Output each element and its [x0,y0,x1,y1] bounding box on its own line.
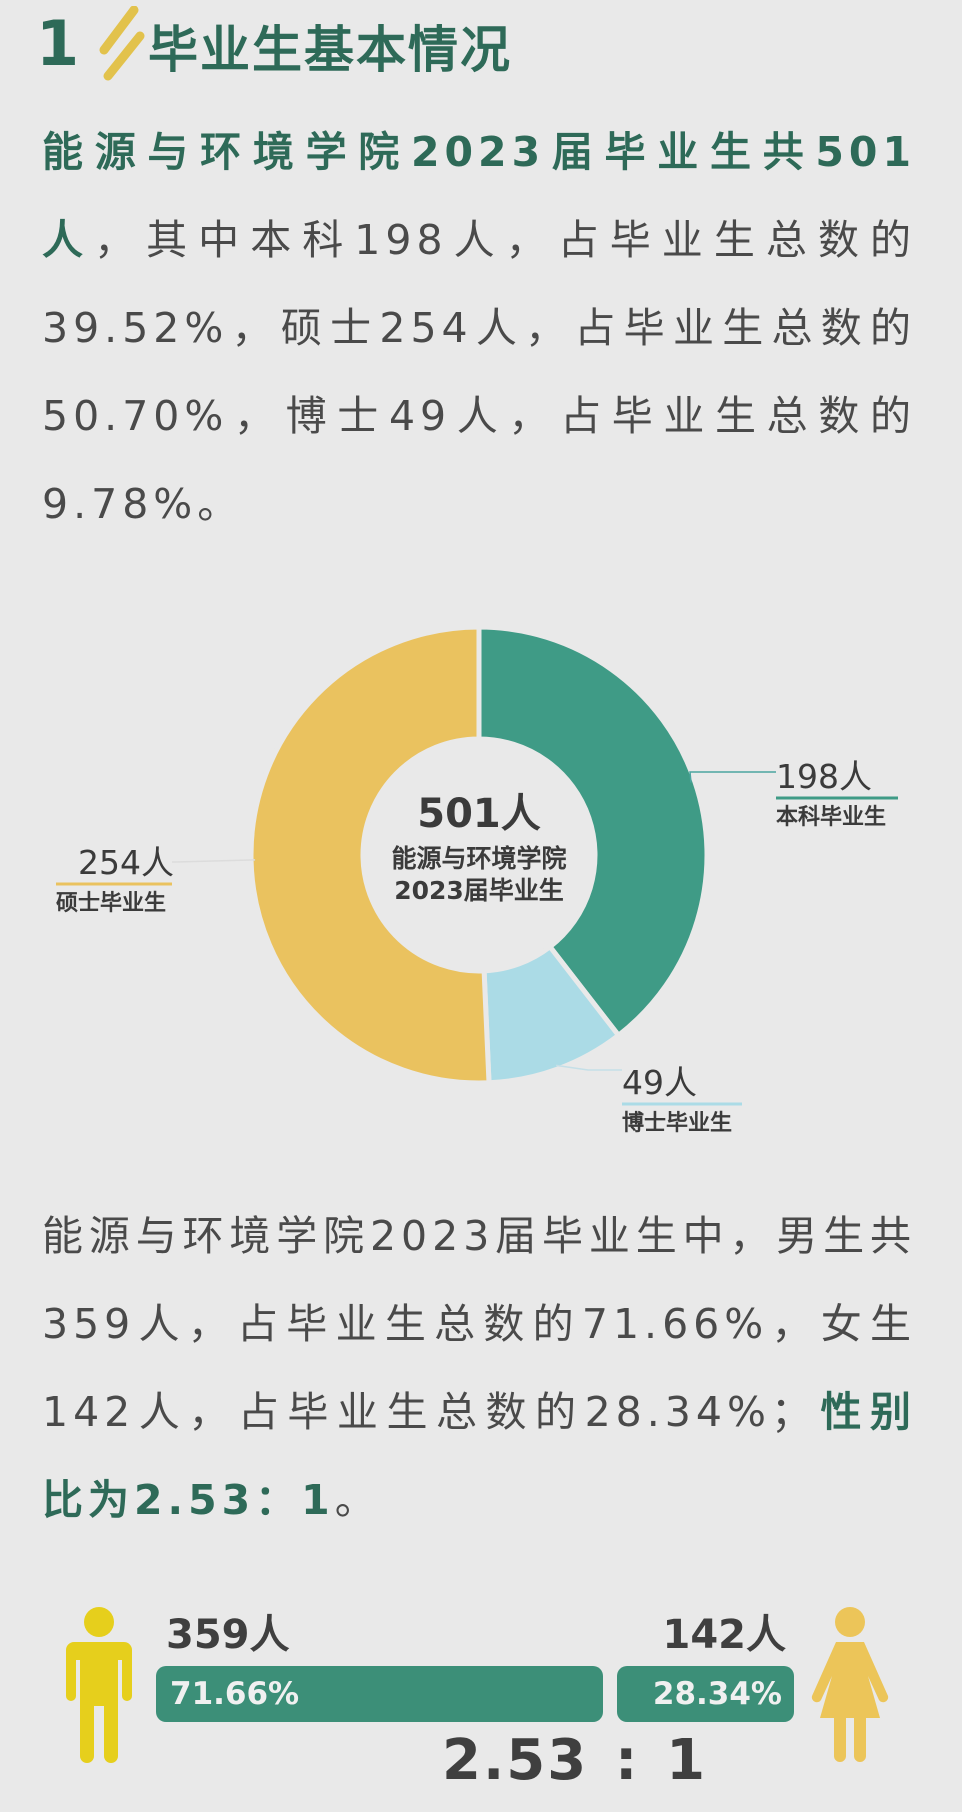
gender-paragraph: 能源与环境学院2023届毕业生中，男生共359人，占毕业生总数的71.66%，女… [42,1192,916,1544]
male-count: 359人 [166,1612,290,1658]
category-label-undergrad: 本科毕业生 [776,805,886,830]
double-slash-icon [99,6,145,81]
value-label-master: 254人 [78,843,174,882]
summary-paragraph: 能源与环境学院2023届毕业生共501人，其中本科198人，占毕业生总数的39.… [42,108,916,548]
gender-text: 能源与环境学院2023届毕业生中，男生共359人，占毕业生总数的71.66%，女… [42,1212,916,1436]
value-label-doctoral: 49人 [622,1063,697,1102]
gender-text-end: 。 [334,1476,381,1524]
section-number: 1 [36,7,80,80]
female-percent: 28.34% [652,1676,782,1712]
category-label-doctoral: 博士毕业生 [622,1110,732,1136]
male-figure-icon [66,1607,132,1763]
ratio-right: 1 [666,1728,708,1793]
gender-ratio-graphic: 359人 71.66% 28.34% 142人 2.53:1 [0,1580,962,1812]
value-label-undergrad: 198人 [776,757,872,796]
summary-lead: 能源与环境学院2023届毕业生共501人 [42,128,916,264]
male-share-bar: 71.66% [156,1666,603,1722]
female-share-bar: 28.34% [617,1666,794,1722]
leader-line-master [172,859,256,863]
category-label-master: 硕士毕业生 [56,891,166,916]
male-percent: 71.66% [170,1676,300,1712]
female-count: 142人 [662,1612,787,1658]
leader-line-doctoral [555,1064,622,1071]
slice-undergraduate [476,624,710,1039]
female-figure-icon [811,1607,889,1762]
center-total: 501人 [417,791,541,837]
center-label-line2: 2023届毕业生 [394,876,564,905]
ratio-colon: : [614,1728,640,1793]
slice-master [248,624,492,1086]
gender-ratio-text: 性别比为2.53：1 [42,1388,917,1524]
leader-line-undergrad [689,771,776,783]
center-label-line1: 能源与环境学院 [391,844,566,873]
ratio-left: 2.53 [442,1728,589,1793]
section-title: 毕业生基本情况 [148,21,512,79]
section-header: 1 毕业生基本情况 [36,4,936,88]
summary-text: ，其中本科198人，占毕业生总数的39.52%，硕士254人，占毕业生总数的50… [42,216,917,528]
gender-ratio: 2.53:1 [442,1728,707,1793]
